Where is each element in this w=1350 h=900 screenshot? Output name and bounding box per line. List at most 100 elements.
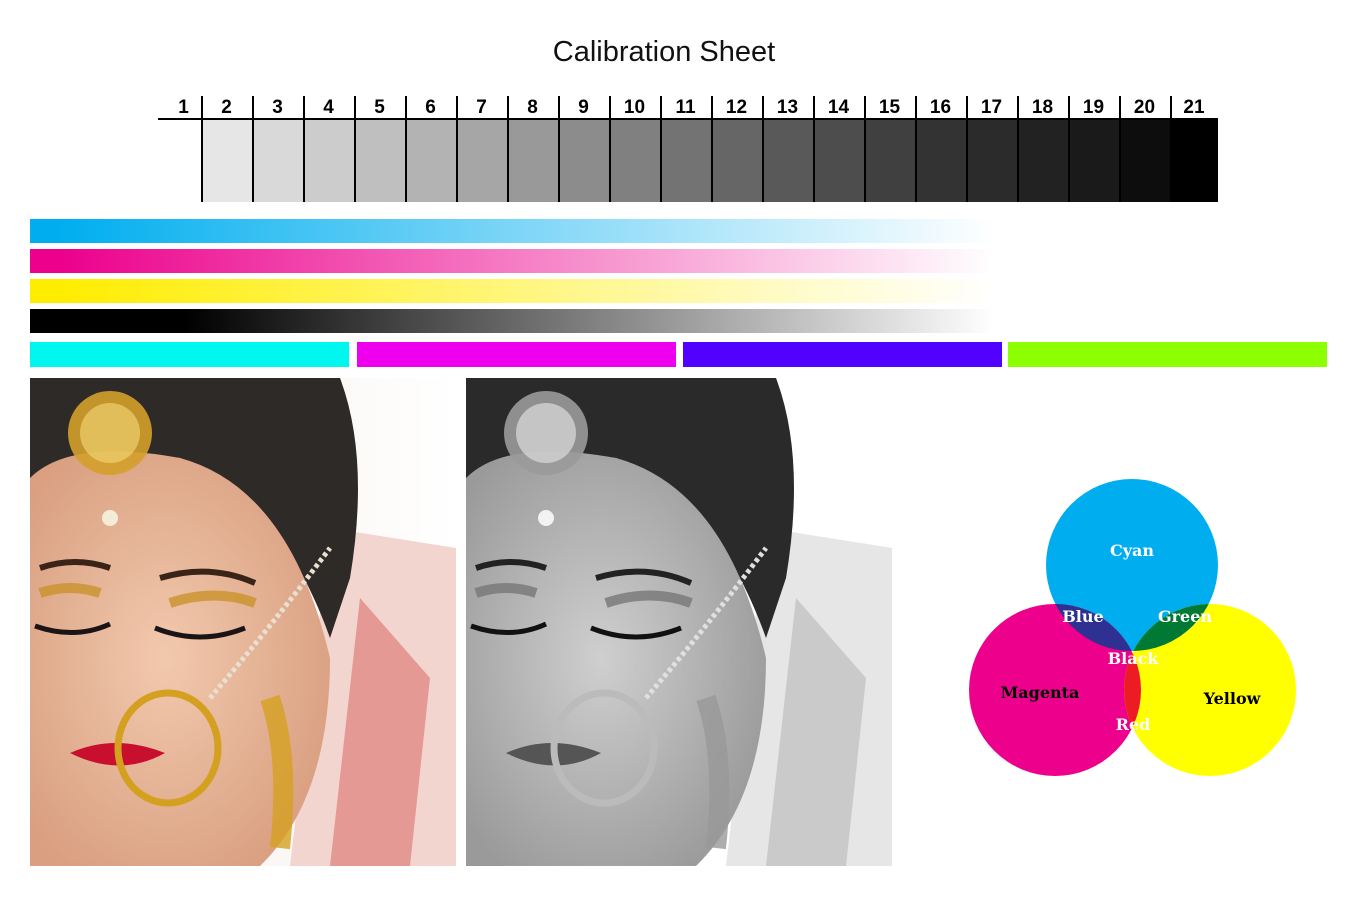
yellow-label: Yellow: [1203, 689, 1262, 708]
grayscale-step: 15: [864, 96, 915, 202]
grayscale-step: 16: [915, 96, 966, 202]
black-gradient-bar: [30, 309, 995, 333]
step-number: 21: [1183, 97, 1205, 118]
step-number: 12: [725, 97, 748, 118]
yellow-circle: [1124, 604, 1296, 776]
step-divider: [966, 96, 968, 118]
step-number: 6: [425, 97, 436, 118]
step-divider: [915, 96, 917, 118]
step-number: 7: [476, 97, 487, 118]
step-number: 16: [929, 97, 952, 118]
step-number: 19: [1082, 97, 1105, 118]
step-swatch: [1119, 120, 1170, 202]
cyan-circle: [1046, 479, 1218, 651]
step-swatch: [303, 120, 354, 202]
step-swatch: [1068, 120, 1119, 202]
step-swatch: [405, 120, 456, 202]
yellow-gradient-bar: [30, 279, 995, 303]
step-number: 14: [827, 97, 850, 118]
step-swatch: [864, 120, 915, 202]
step-swatch: [507, 120, 558, 202]
grayscale-step: 17: [966, 96, 1017, 202]
step-swatch: [354, 120, 405, 202]
step-number: 1: [178, 97, 189, 118]
grayscale-step: 11: [660, 96, 711, 202]
cyan-label: Cyan: [1110, 541, 1154, 560]
magenta-circle: [969, 604, 1141, 776]
grayscale-step: 9: [558, 96, 609, 202]
grayscale-step: 18: [1017, 96, 1068, 202]
step-swatch: [252, 120, 303, 202]
magenta-color-bar: [357, 342, 676, 367]
grayscale-step: 4: [303, 96, 354, 202]
magenta-gradient-bar: [30, 249, 995, 273]
step-swatch: [915, 120, 966, 202]
step-divider: [762, 96, 764, 118]
cmy-venn-diagram: Cyan Magenta Yellow Blue Green Red Black: [969, 479, 1296, 776]
cyan-color-bar: [30, 342, 349, 367]
grayscale-portrait-image: [466, 378, 892, 866]
step-divider: [1170, 96, 1172, 118]
grayscale-step: 12: [711, 96, 762, 202]
grayscale-step: 8: [507, 96, 558, 202]
step-number: 3: [272, 97, 283, 118]
step-divider: [660, 96, 662, 118]
step-swatch: [813, 120, 864, 202]
step-swatch: [201, 120, 252, 202]
grayscale-step: 21: [1170, 96, 1218, 202]
black-label: Black: [1108, 649, 1160, 668]
step-swatch: [456, 120, 507, 202]
step-divider: [813, 96, 815, 118]
step-number: 18: [1031, 97, 1054, 118]
step-swatch: [158, 120, 209, 202]
step-swatch: [1170, 120, 1218, 202]
step-swatch: [1017, 120, 1068, 202]
grayscale-step: 1: [158, 96, 209, 202]
grayscale-step: 14: [813, 96, 864, 202]
green-color-bar: [1008, 342, 1327, 367]
step-number: 8: [527, 97, 538, 118]
step-number: 2: [221, 97, 232, 118]
step-divider: [405, 96, 407, 118]
step-divider: [864, 96, 866, 118]
step-swatch: [558, 120, 609, 202]
grayscale-step-scale: 1 2 3 4 5 6 7 8 9 10: [158, 96, 1218, 202]
step-number: 4: [323, 97, 334, 118]
red-label: Red: [1116, 715, 1151, 734]
step-divider: [609, 96, 611, 118]
green-label: Green: [1158, 607, 1212, 626]
step-number: 11: [675, 97, 696, 118]
step-divider: [303, 96, 305, 118]
step-swatch: [609, 120, 660, 202]
step-swatch: [966, 120, 1017, 202]
grayscale-step: 7: [456, 96, 507, 202]
magenta-label: Magenta: [1001, 683, 1080, 702]
cyan-gradient-bar: [30, 219, 995, 243]
step-number: 15: [878, 97, 901, 118]
step-number: 5: [374, 97, 385, 118]
step-divider: [507, 96, 509, 118]
step-swatch: [762, 120, 813, 202]
page-title: Calibration Sheet: [552, 36, 776, 68]
step-divider: [201, 96, 203, 118]
step-number: 20: [1133, 97, 1156, 118]
step-divider: [1119, 96, 1121, 118]
grayscale-step: 19: [1068, 96, 1119, 202]
step-number: 17: [980, 97, 1003, 118]
step-number: 9: [578, 97, 589, 118]
step-divider: [252, 96, 254, 118]
step-divider: [1017, 96, 1019, 118]
step-swatch: [711, 120, 762, 202]
step-divider: [354, 96, 356, 118]
step-divider: [456, 96, 458, 118]
grayscale-portrait-photo: [466, 378, 892, 866]
blue-label: Blue: [1062, 607, 1103, 626]
grayscale-step: 3: [252, 96, 303, 202]
scale-baseline: [158, 118, 1218, 120]
color-portrait-image: [30, 378, 456, 866]
step-swatch: [660, 120, 711, 202]
step-number: 10: [623, 97, 646, 118]
step-divider: [1068, 96, 1070, 118]
grayscale-step: 2: [201, 96, 252, 202]
step-divider: [558, 96, 560, 118]
